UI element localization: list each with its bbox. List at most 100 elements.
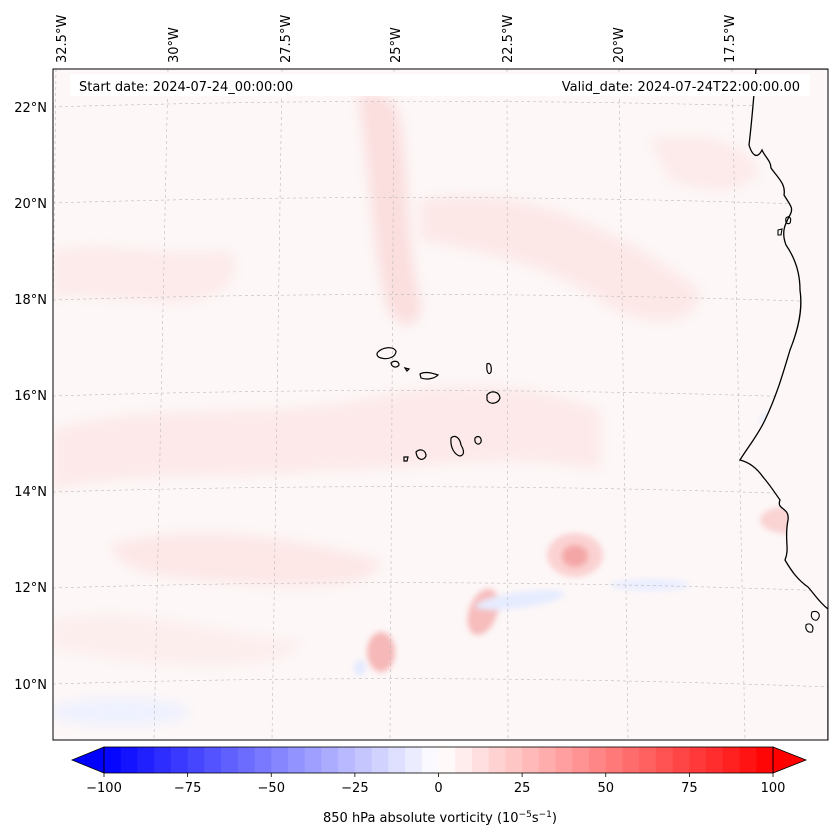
colorbar-segment [237,747,256,773]
colorbar-segment [187,747,205,773]
colorbar-segment [488,747,507,773]
lat-label: 20°N [14,197,47,212]
parallel-line [53,486,828,496]
coastal-island [785,216,792,225]
vorticity-minimum [53,698,190,726]
lon-label: 32.5°W [55,15,70,63]
colorbar-segment [154,747,172,773]
colorbar-tick-label: 75 [681,781,698,796]
vorticity-field [53,93,820,726]
island-fogo [415,449,427,460]
colorbar-label-sup: −1 [539,810,552,820]
colorbar-tick-label: −100 [86,781,122,796]
colorbar-segment [706,747,724,773]
meridian-line [271,69,283,740]
island-sal [486,362,492,375]
colorbar-tick-label: 100 [761,781,786,796]
start-date-label: Start date: 2024-07-24_00:00:00 [79,80,293,95]
lon-label: 27.5°W [279,15,294,63]
africa-coastline [738,69,828,740]
lat-label: 12°N [14,581,47,596]
colorbar-segment [639,747,657,773]
colorbar-segment [304,747,323,773]
colorbar-segment [271,747,289,773]
parallel-line [53,678,828,688]
colorbar-segment [120,747,139,773]
island-sao-nicolau [419,371,440,380]
parallel-line [53,100,828,109]
cape-verde-islands [376,347,501,462]
colorbar-segment [505,747,523,773]
parallel-line [53,582,828,592]
colorbar-segment [555,747,573,773]
vorticity-region [420,195,700,322]
colorbar-tick-label: −25 [341,781,368,796]
parallel-line [53,197,828,206]
meridian-line [618,69,629,740]
island-maio [474,436,482,445]
graticule [53,69,828,740]
lon-label: 20°W [612,27,627,63]
lat-label: 18°N [14,293,47,308]
coastal-island [810,611,820,621]
colorbar-segment [287,747,306,773]
colorbar-segment [589,747,607,773]
vorticity-minimum [610,579,690,591]
meridian-line [389,69,395,740]
vorticity-maximum [562,545,588,567]
colorbar-segment [455,747,473,773]
colorbar-segment [756,747,774,773]
colorbar-segment [204,747,222,773]
vorticity-region [110,533,380,586]
colorbar-segment [471,747,490,773]
colorbar-segment [538,747,557,773]
colorbar-segments [104,747,774,773]
lat-label: 14°N [14,485,47,500]
colorbar-label-unit: s [532,811,539,826]
colorbar-segment [689,747,707,773]
colorbar-tick-label: −75 [174,781,201,796]
island-santa-luzia [403,367,411,372]
island-santo-antao [376,347,397,360]
lat-label: 22°N [14,101,47,116]
header-strip [70,74,810,96]
longitude-labels: 32.5°W 30°W 27.5°W 25°W 22.5°W 20°W 17.5… [55,15,738,63]
island-boa-vista [486,391,501,404]
meridian-line [506,69,509,740]
colorbar-tick-label: 25 [514,781,531,796]
colorbar-segment [338,747,356,773]
colorbar-max-extension [772,746,808,774]
colorbar-segment [254,747,272,773]
map-frame [52,68,829,741]
colorbar-segment [739,747,757,773]
lon-label: 25°W [389,27,404,63]
colorbar-segment [388,747,406,773]
lon-label: 17.5°W [723,15,738,63]
coastal-islands [777,216,820,633]
colorbar-segment [622,747,640,773]
colorbar-segment [655,747,674,773]
colorbar-label-close: ) [552,811,557,826]
colorbar-segment [672,747,690,773]
colorbar-segment [371,747,389,773]
colorbar-segment [438,747,456,773]
vorticity-minimum [475,589,565,611]
coastal-island [805,623,814,633]
colorbar-tick-label: 0 [434,781,442,796]
latitude-labels: 22°N 20°N 18°N 16°N 14°N 12°N 10°N [14,101,47,693]
colorbar-min-extension [70,746,105,774]
colorbar-segment [354,747,373,773]
lat-label: 16°N [14,389,47,404]
island-brava [403,456,409,462]
coastal-island [777,228,783,236]
island-sao-vicente [390,360,400,368]
colorbar-segment [221,747,239,773]
vorticity-region [650,136,760,190]
colorbar-segment [137,747,155,773]
colorbar-segment [405,747,423,773]
colorbar-segment [321,747,339,773]
lon-label: 22.5°W [501,15,516,63]
vorticity-region [53,614,300,666]
valid-date-label: Valid_date: 2024-07-24T22:00:00.00 [562,80,800,95]
